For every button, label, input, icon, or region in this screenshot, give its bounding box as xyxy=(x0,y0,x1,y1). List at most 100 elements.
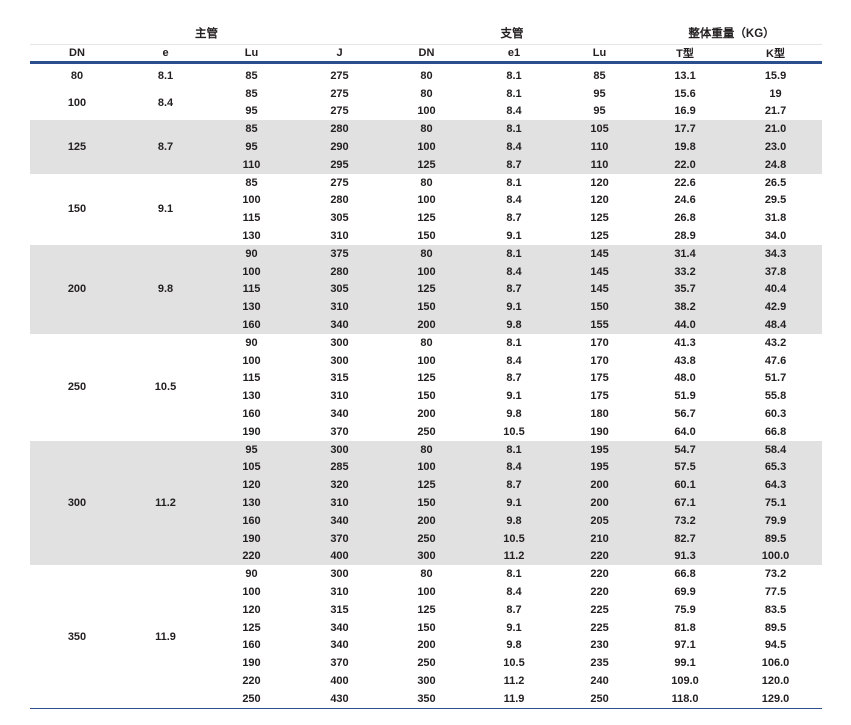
branch-e1-cell: 8.1 xyxy=(506,87,522,100)
branch-dn-cell: 125 xyxy=(383,155,470,174)
main-lu-cell: 250 xyxy=(207,689,296,709)
branch-dn-cell: 250 xyxy=(383,529,470,548)
t-weight-cell: 13.1 xyxy=(674,69,696,82)
branch-e1-cell: 8.4 xyxy=(470,138,558,156)
table-row: 100 280 100 8.4 120 24.6 29.5 xyxy=(30,192,822,210)
table-row: 130 310 150 9.1 150 38.2 42.9 xyxy=(30,298,823,317)
branch-e1-cell: 8.4 xyxy=(506,354,522,367)
table-row: 250 10.5 90 300 80 8.1 170 41.3 43.2 xyxy=(30,334,822,394)
k-weight-cell: 43.2 xyxy=(764,336,787,349)
main-j-cell: 300 xyxy=(330,354,349,367)
branch-dn-cell: 100 xyxy=(383,458,470,477)
col-header-main-e: e xyxy=(124,44,207,64)
branch-e1-cell: 8.1 xyxy=(470,120,558,139)
branch-dn-cell: 150 xyxy=(383,494,470,512)
main-lu-cell: 120 xyxy=(207,476,296,495)
table-row: 160 340 200 9.8 180 56.7 60.3 xyxy=(30,405,822,423)
main-lu-cell: 130 xyxy=(207,494,296,512)
table-row: 110 295 125 8.7 110 22.0 24.8 xyxy=(30,155,823,174)
branch-dn-cell: 80 xyxy=(420,87,433,100)
table-row: 190 370 250 10.5 235 99.1 106.0 xyxy=(30,654,822,672)
branch-lu-cell: 170 xyxy=(590,336,609,349)
main-j-cell: 340 xyxy=(330,408,349,421)
t-weight-cell: 118.0 xyxy=(641,689,730,709)
branch-e1-cell: 8.4 xyxy=(470,262,558,281)
table-row: 190 370 250 10.5 190 64.0 66.8 xyxy=(30,423,822,441)
branch-e1-cell: 9.8 xyxy=(506,408,522,421)
branch-e1-cell: 9.1 xyxy=(470,298,558,317)
branch-dn-cell: 200 xyxy=(383,316,470,334)
main-lu-cell: 90 xyxy=(207,244,296,263)
branch-lu-cell: 240 xyxy=(590,674,609,687)
table-row: 220 400 300 11.2 240 109.0 120.0 xyxy=(30,672,822,690)
branch-dn-cell: 200 xyxy=(417,639,436,652)
t-weight-cell: 51.9 xyxy=(674,390,696,403)
branch-lu-cell: 180 xyxy=(590,408,609,421)
branch-e1-cell: 8.4 xyxy=(506,105,522,118)
col-header-k-type: K型 xyxy=(729,44,823,64)
branch-e1-cell: 8.4 xyxy=(506,194,522,207)
branch-dn-cell: 100 xyxy=(417,194,436,207)
main-j-cell: 300 xyxy=(330,568,349,581)
table-row: 95 290 100 8.4 110 19.8 23.0 xyxy=(30,138,823,156)
weight-spec-table: 主管 支管 整体重量（KG） DN e Lu J DN e1 Lu T型 K型 … xyxy=(30,22,823,709)
branch-e1-cell: 10.5 xyxy=(503,657,525,670)
main-j-cell: 370 xyxy=(330,657,349,670)
main-lu-cell: 85 xyxy=(207,120,296,139)
k-weight-cell: 40.4 xyxy=(729,280,823,299)
group-header-row: 主管 支管 整体重量（KG） xyxy=(30,22,823,45)
k-weight-cell: 106.0 xyxy=(761,657,790,670)
branch-lu-cell: 145 xyxy=(558,280,642,299)
branch-dn-cell: 125 xyxy=(417,372,436,385)
branch-e1-cell: 8.7 xyxy=(470,280,558,299)
table-body: 80 8.1 85 275 80 8.1 85 13.1 15.9 100 8.4 85 275 80 8.… xyxy=(30,63,823,709)
branch-dn-cell: 100 xyxy=(417,354,436,367)
k-weight-cell: 120.0 xyxy=(761,674,790,687)
branch-dn-cell: 200 xyxy=(383,511,470,530)
k-weight-cell: 34.0 xyxy=(764,230,787,243)
branch-e1-cell: 8.1 xyxy=(506,336,522,349)
branch-dn-cell: 125 xyxy=(383,476,470,495)
branch-dn-cell: 125 xyxy=(417,603,436,616)
branch-lu-cell: 200 xyxy=(558,494,642,512)
main-e-cell: 8.1 xyxy=(157,69,174,82)
main-lu-cell: 160 xyxy=(207,511,296,530)
branch-e1-cell: 8.7 xyxy=(506,372,522,385)
table-row: 100 300 100 8.4 170 43.8 47.6 xyxy=(30,352,822,370)
table-row: 115 315 125 8.7 175 48.0 51.7 xyxy=(30,370,822,388)
table-row: 190 370 250 10.5 210 82.7 89.5 xyxy=(30,529,823,548)
branch-e1-cell: 8.7 xyxy=(506,212,522,225)
main-lu-cell: 85 xyxy=(245,176,258,189)
branch-dn-cell: 100 xyxy=(383,138,470,156)
main-j-cell: 340 xyxy=(296,511,383,530)
t-weight-cell: 97.1 xyxy=(674,639,696,652)
main-j-cell: 275 xyxy=(330,176,349,189)
main-j-cell: 310 xyxy=(296,494,383,512)
main-j-cell: 295 xyxy=(296,155,383,174)
table-row: 220 400 300 11.2 220 91.3 100.0 xyxy=(30,547,823,566)
branch-e1-cell: 8.1 xyxy=(506,69,522,82)
branch-e1-cell: 10.5 xyxy=(470,529,558,548)
main-dn-cell: 100 xyxy=(67,96,87,109)
main-j-cell: 300 xyxy=(330,336,349,349)
table-row: 120 315 125 8.7 225 75.9 83.5 xyxy=(30,601,822,619)
main-j-cell: 370 xyxy=(296,529,383,548)
main-e-cell: 11.9 xyxy=(124,565,207,709)
main-lu-cell: 115 xyxy=(207,280,296,299)
branch-lu-cell: 190 xyxy=(590,425,609,438)
table-row: 160 340 200 9.8 230 97.1 94.5 xyxy=(30,637,822,655)
main-e-cell: 9.1 xyxy=(157,203,174,216)
branch-lu-cell: 105 xyxy=(558,120,642,139)
branch-lu-cell: 220 xyxy=(590,586,609,598)
main-lu-cell: 100 xyxy=(242,586,261,598)
main-dn-cell: 250 xyxy=(67,381,87,394)
branch-dn-cell: 250 xyxy=(417,657,436,670)
k-weight-cell: 31.8 xyxy=(764,212,787,225)
branch-dn-cell: 150 xyxy=(417,230,436,243)
branch-dn-cell: 150 xyxy=(417,390,436,403)
t-weight-cell: 66.8 xyxy=(674,568,696,581)
table-row: 150 9.1 85 275 80 8.1 120 22.6 26.5 xyxy=(30,174,822,216)
branch-lu-cell: 195 xyxy=(558,458,642,477)
main-lu-cell: 190 xyxy=(242,425,261,438)
main-lu-cell: 120 xyxy=(242,603,261,616)
